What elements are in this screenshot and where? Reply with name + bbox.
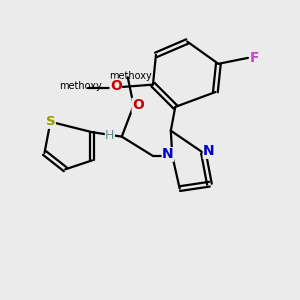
Text: H: H	[105, 129, 115, 142]
Text: methoxy: methoxy	[109, 71, 152, 81]
Text: O: O	[132, 98, 144, 112]
Text: O: O	[110, 79, 122, 93]
Text: F: F	[249, 51, 259, 65]
Text: N: N	[203, 145, 215, 158]
Text: methoxy: methoxy	[59, 81, 101, 91]
Text: S: S	[46, 115, 55, 128]
Text: N: N	[162, 148, 174, 161]
